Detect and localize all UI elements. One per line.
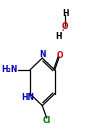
- Text: N: N: [39, 50, 46, 59]
- Text: H₂N: H₂N: [1, 65, 17, 74]
- Text: O: O: [62, 22, 69, 31]
- Text: Cl: Cl: [43, 116, 51, 125]
- Text: O: O: [56, 51, 63, 60]
- Text: HN: HN: [21, 93, 34, 102]
- Text: H: H: [62, 9, 69, 18]
- Text: H: H: [56, 32, 62, 41]
